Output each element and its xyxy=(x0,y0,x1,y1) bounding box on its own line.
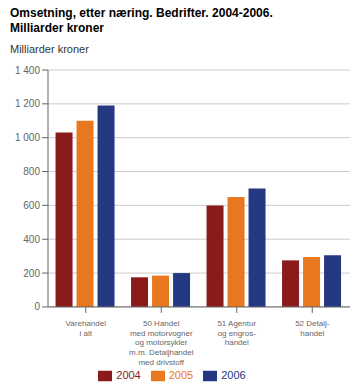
html-text:Omsetning, etter næring. Bedri: Omsetning, etter næring. Bedrifter. 2004… xyxy=(10,6,273,20)
svg-text:200: 200 xyxy=(23,268,40,279)
svg-text:1 000: 1 000 xyxy=(15,132,40,143)
html-text:2006: 2006 xyxy=(221,368,246,381)
html-text:Milliarder kroner: Milliarder kroner xyxy=(10,21,104,35)
svg-text:800: 800 xyxy=(23,166,40,177)
html-text:2004: 2004 xyxy=(116,368,141,381)
svg-text:Varehandeli alt: Varehandeli alt xyxy=(66,319,107,338)
svg-text:1 200: 1 200 xyxy=(15,98,40,109)
svg-text:600: 600 xyxy=(23,200,40,211)
svg-text:52 Detalj-handel: 52 Detalj-handel xyxy=(295,319,330,338)
html-text:2005: 2005 xyxy=(168,368,194,381)
svg-text:50 Handelmed motorvognerog mot: 50 Handelmed motorvognerog motorsyklerm.… xyxy=(129,319,194,366)
svg-text:1 400: 1 400 xyxy=(15,65,40,76)
svg-text:400: 400 xyxy=(23,234,40,245)
svg-text:0: 0 xyxy=(34,301,40,312)
svg-text:51 Agenturog engros-handel: 51 Agenturog engros-handel xyxy=(217,319,256,347)
html-text:Milliarder kroner: Milliarder kroner xyxy=(10,43,89,55)
